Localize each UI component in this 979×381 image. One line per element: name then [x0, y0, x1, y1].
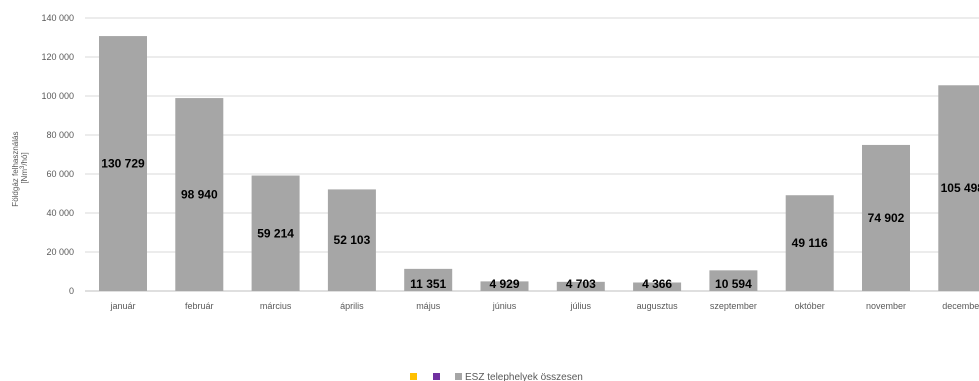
data-label: 52 103 [334, 233, 371, 247]
gridlines [85, 17, 979, 292]
y-tick-label: 40 000 [46, 208, 74, 218]
x-tick-label: január [109, 301, 135, 311]
bar [327, 189, 376, 291]
bar [709, 270, 758, 291]
y-axis-label-unit: [Nm [20, 169, 29, 184]
data-label: 4 703 [566, 277, 596, 291]
x-tick-label: február [185, 301, 214, 311]
bar [175, 98, 224, 291]
x-tick-label: március [260, 301, 292, 311]
y-axis-label: Földgáz felhasználás [Nm3/hó] [11, 129, 29, 206]
y-tick-label: 0 [69, 286, 74, 296]
legend-swatch [410, 373, 417, 380]
x-tick-label: június [492, 301, 517, 311]
data-label: 130 729 [101, 157, 145, 171]
y-axis-label-superscript: 3 [20, 165, 26, 169]
y-tick-label: 120 000 [41, 52, 74, 62]
y-tick-label: 80 000 [46, 130, 74, 140]
bar [633, 282, 682, 291]
y-tick-label: 20 000 [46, 247, 74, 257]
y-tick-label: 60 000 [46, 169, 74, 179]
data-label: 4 929 [489, 277, 519, 291]
data-label: 49 116 [792, 236, 828, 250]
bar [99, 36, 147, 292]
x-tick-label: július [570, 301, 592, 311]
bar [785, 195, 834, 291]
data-labels: 130 729 98 940 59 214 52 103 11 351 4 929 4 70… [101, 157, 979, 291]
y-tick-label: 140 000 [41, 13, 74, 23]
data-label: 59 214 [257, 226, 294, 240]
bar [862, 144, 910, 291]
data-label: 10 594 [715, 277, 752, 291]
bar [938, 85, 979, 291]
bars [99, 36, 979, 292]
y-axis-label-line1: Földgáz felhasználás [11, 132, 20, 207]
data-label: 105 498 [941, 181, 979, 195]
bar [404, 268, 453, 291]
data-label: 4 366 [642, 277, 672, 291]
y-tick-label: 100 000 [41, 91, 74, 101]
legend-swatch [455, 373, 462, 380]
x-tick-label: október [795, 301, 825, 311]
data-label: 98 940 [181, 188, 218, 202]
y-axis-label-line2: [Nm3/hó] [20, 152, 29, 183]
x-tick-label: május [416, 301, 441, 311]
x-axis-ticks: január február március április május június jú… [109, 301, 979, 311]
y-axis-ticks: 0 20 000 40 000 60 000 80 000 100 000 120 000 1… [41, 13, 74, 296]
x-tick-label: december [942, 301, 979, 311]
bar [251, 175, 300, 291]
legend-swatch [433, 373, 440, 380]
bar [480, 281, 529, 291]
legend: ESZ telephelyek összesen [410, 372, 583, 381]
bar [556, 281, 605, 291]
y-axis-label-unit-suffix: /hó] [20, 152, 29, 165]
x-tick-label: augusztus [637, 301, 679, 311]
data-label: 74 902 [868, 211, 905, 225]
x-tick-label: szeptember [710, 301, 757, 311]
x-tick-label: április [340, 301, 364, 311]
legend-label: ESZ telephelyek összesen [465, 372, 583, 381]
x-tick-label: november [866, 301, 906, 311]
data-label: 11 351 [410, 277, 446, 291]
